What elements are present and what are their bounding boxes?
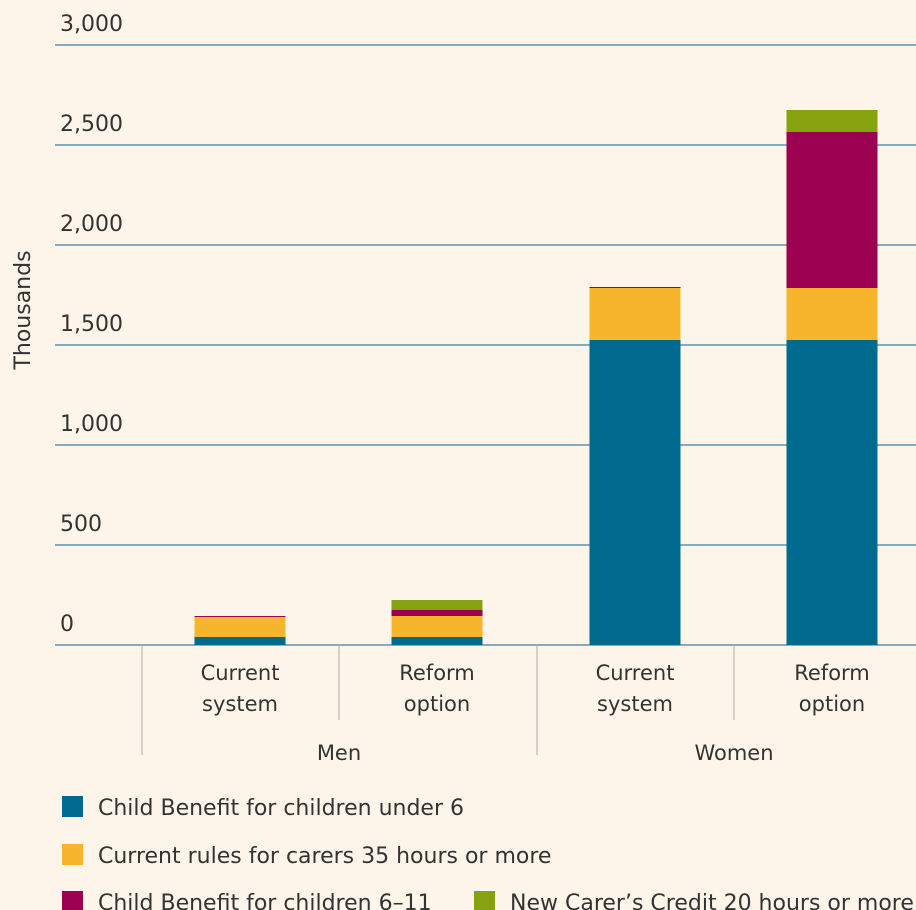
legend-swatch — [474, 891, 495, 910]
y-tick-label: 500 — [60, 512, 102, 537]
legend-label: Child Benefit for children 6–11 — [98, 891, 432, 910]
bar-segment — [786, 288, 878, 340]
y-axis-title: Thousands — [11, 250, 36, 370]
y-tick-label: 2,000 — [60, 212, 123, 237]
bar-segment — [589, 288, 681, 340]
legend-swatch — [62, 796, 83, 817]
bar-segment — [589, 340, 681, 645]
y-tick-label: 0 — [60, 612, 74, 637]
y-tick-label: 1,500 — [60, 312, 123, 337]
bar-segment — [391, 616, 483, 637]
x-tick-label: Reform option — [794, 661, 870, 716]
group-label: Men — [316, 741, 362, 765]
legend-label: Child Benefit for children under 6 — [98, 796, 464, 821]
legend-swatch — [62, 891, 83, 910]
bar-segment — [786, 132, 878, 288]
y-tick-label: 1,000 — [60, 412, 123, 437]
bar-segment — [391, 600, 483, 610]
x-tick-label: Current system — [595, 661, 675, 716]
bar-segment — [391, 610, 483, 616]
legend-label: New Carer’s Credit 20 hours or more — [510, 891, 914, 910]
bar-segment — [391, 637, 483, 645]
bar-segment — [194, 616, 286, 617]
bar-segment — [786, 110, 878, 132]
legend-label: Current rules for carers 35 hours or mor… — [98, 844, 551, 869]
x-tick-label: Current system — [200, 661, 280, 716]
y-tick-label: 3,000 — [60, 12, 123, 37]
x-tick-label: Reform option — [399, 661, 475, 716]
bar-segment — [589, 287, 681, 288]
group-label: Women — [694, 741, 774, 765]
y-tick-label: 2,500 — [60, 112, 123, 137]
bar-segment — [786, 340, 878, 645]
bar-segment — [194, 617, 286, 637]
bar-segment — [194, 637, 286, 645]
legend-swatch — [62, 844, 83, 865]
